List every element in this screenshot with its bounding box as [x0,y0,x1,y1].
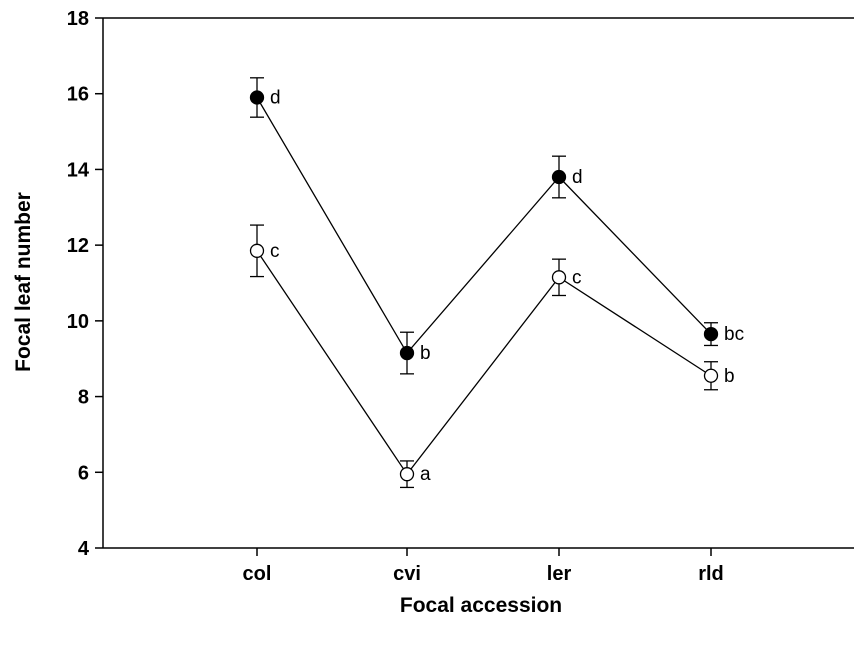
significance-label: a [420,464,431,485]
y-axis-title: Focal leaf number [12,192,35,372]
significance-label: d [572,167,583,188]
x-tick-label: cvi [393,563,421,585]
significance-label: bc [724,324,744,345]
y-tick-label: 6 [78,462,89,484]
plot-frame [102,17,854,549]
y-tick-label: 16 [67,84,89,106]
y-tick-label: 18 [67,8,89,30]
series-2: c a c b [249,224,735,489]
x-tick-label: rld [698,563,724,585]
data-point [703,368,719,383]
significance-label: b [420,343,431,364]
y-tick-label: 10 [67,311,89,333]
data-point [399,467,415,482]
series-line [256,97,712,355]
x-axis-title: Focal accession [400,594,562,617]
series-layer: d b d bc c a c b [249,77,744,489]
y-tick-label: 12 [67,235,89,257]
significance-label: c [270,241,280,262]
y-axis: 4 6 8 10 12 14 16 18 [67,8,103,560]
data-point [551,169,567,185]
data-point [249,90,265,105]
data-point [249,243,265,258]
x-tick-label: ler [547,563,572,585]
data-point [703,326,719,342]
x-tick-label: col [243,563,272,585]
y-tick-label: 4 [78,538,90,560]
series-line [256,250,712,476]
series-1: d b d bc [249,77,744,375]
y-tick-label: 8 [78,387,89,409]
x-axis: col cvi ler rld [243,548,724,585]
data-point [551,270,567,285]
significance-label: c [572,267,582,288]
significance-label: b [724,366,735,387]
significance-label: d [270,88,281,109]
data-point [399,345,415,361]
y-tick-label: 14 [67,159,90,181]
